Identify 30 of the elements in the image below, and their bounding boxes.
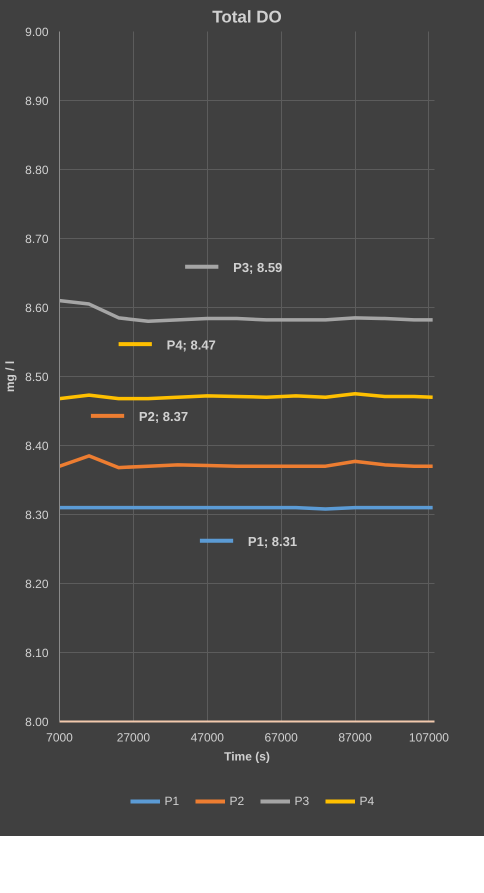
annotation: P1; 8.31	[248, 534, 298, 549]
chart-title: Total DO	[212, 8, 282, 26]
annotation: P4; 8.47	[166, 337, 216, 352]
x-tick-label: 67000	[264, 730, 298, 744]
line-series	[60, 298, 434, 324]
y-tick-label: 8.20	[25, 577, 49, 591]
y-tick-label: 8.90	[25, 94, 49, 108]
legend-label: P4	[360, 794, 376, 808]
y-tick-label: 8.40	[25, 439, 49, 453]
y-tick-label: 8.30	[25, 508, 49, 522]
x-tick-label: 7000	[46, 730, 74, 744]
legend-label: P1	[164, 794, 180, 808]
legend-label: P2	[230, 794, 246, 808]
x-tick-label: 27000	[116, 730, 150, 744]
y-tick-label: 8.70	[25, 232, 49, 246]
annotation: P3; 8.59	[233, 260, 282, 276]
x-tick-label: 87000	[338, 730, 372, 744]
y-tick-label: 8.80	[25, 163, 49, 177]
y-tick-label: 9.00	[25, 25, 49, 39]
line-series	[60, 454, 434, 470]
y-axis-title: mg / l	[3, 360, 18, 392]
y-tick-label: 8.50	[25, 370, 49, 384]
y-tick-label: 8.10	[25, 646, 49, 660]
x-tick-label: 47000	[190, 730, 224, 744]
x-tick-label: 107000	[408, 730, 450, 744]
x-axis-title: Time (s)	[224, 750, 270, 764]
annotation: P2; 8.37	[138, 409, 188, 424]
y-tick-label: 8.00	[25, 715, 49, 729]
y-tick-label: 8.60	[25, 301, 49, 315]
legend-label: P3	[294, 794, 310, 808]
